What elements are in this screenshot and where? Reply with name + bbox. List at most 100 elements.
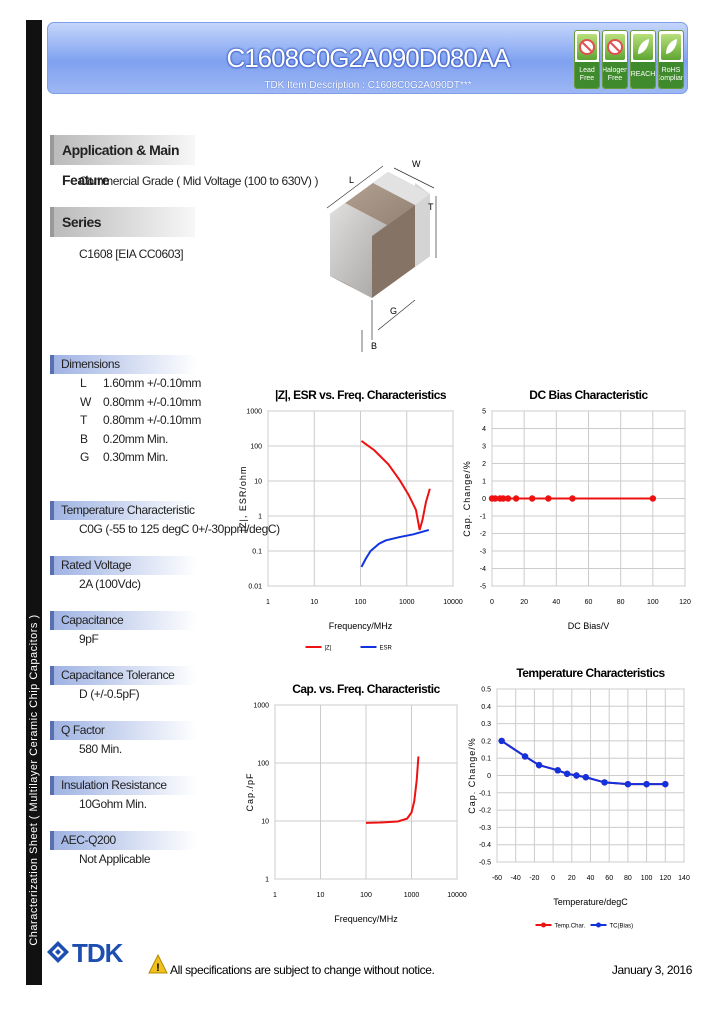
y-tick-label: 1 xyxy=(265,877,269,884)
badge: REACH xyxy=(630,30,656,89)
data-point xyxy=(504,495,512,502)
y-tick-label: -2 xyxy=(480,531,486,538)
spec-value: 0.80mm +/-0.10mm xyxy=(103,394,201,409)
x-axis-label: Frequency/MHz xyxy=(334,914,398,924)
chart-title: Cap. vs. Freq. Characteristic xyxy=(292,682,440,696)
x-tick-label: 40 xyxy=(552,599,560,606)
y-tick-label: 0 xyxy=(487,773,491,780)
x-tick-label: 0 xyxy=(551,875,555,882)
legend-label: TC(Bias) xyxy=(610,924,634,930)
warning-icon: ! xyxy=(148,953,168,974)
badge: Halogen Free xyxy=(602,30,628,89)
y-tick-label: 1000 xyxy=(246,409,262,416)
spec-key: W xyxy=(80,394,91,409)
x-tick-label: 100 xyxy=(355,599,367,606)
x-tick-label: 100 xyxy=(647,599,659,606)
y-axis-label: Cap. Change/% xyxy=(462,460,472,537)
icon xyxy=(666,39,677,54)
data-point xyxy=(569,495,576,502)
x-tick-label: 10 xyxy=(317,892,325,899)
x-tick-label: 20 xyxy=(520,599,528,606)
spec-heading: Q Factor xyxy=(50,721,197,740)
spec-text: Not Applicable xyxy=(79,852,151,866)
data-point xyxy=(662,780,669,788)
y-tick-label: -0.1 xyxy=(479,790,491,797)
y-axis-label: |Z|, ESR/ohm xyxy=(238,466,248,532)
chart-title: DC Bias Characteristic xyxy=(529,388,648,402)
spec-heading: Capacitance xyxy=(50,611,197,630)
x-axis-label: DC Bias/V xyxy=(568,621,610,631)
x-tick-label: 80 xyxy=(624,875,632,882)
data-point xyxy=(545,495,552,502)
x-tick-label: 1000 xyxy=(404,892,420,899)
x-tick-label: 100 xyxy=(360,892,372,899)
badge-icon xyxy=(577,34,597,60)
dim-label: T xyxy=(428,202,434,212)
badge-label: REACH xyxy=(631,62,655,88)
x-tick-label: 1000 xyxy=(399,599,415,606)
legend-label: ESR xyxy=(380,646,393,652)
badge: RoHS Compliant xyxy=(658,30,684,89)
y-tick-label: 10 xyxy=(254,479,262,486)
badge-icon xyxy=(633,34,653,60)
x-tick-label: 10 xyxy=(310,599,318,606)
y-tick-label: -3 xyxy=(480,549,486,556)
spec-heading: AEC-Q200 xyxy=(50,831,197,850)
data-point xyxy=(624,780,632,788)
data-point xyxy=(521,753,529,760)
y-tick-label: 0.1 xyxy=(481,756,491,763)
item-description: TDK Item Description : C1608C0G2A090DT**… xyxy=(264,80,472,91)
data-point xyxy=(563,770,571,777)
legend-swatch xyxy=(541,922,546,928)
spec-text: C0G (-55 to 125 degC 0+/-30ppm/degC) xyxy=(79,522,280,536)
badge-label: Lead Free xyxy=(575,62,599,88)
y-axis-label: Cap. Change/% xyxy=(467,737,477,814)
series-line xyxy=(360,440,431,531)
y-tick-label: 0.01 xyxy=(248,584,262,591)
icon xyxy=(579,39,595,55)
legend-label: |Z| xyxy=(325,646,332,652)
y-tick-label: 0.2 xyxy=(481,738,491,745)
data-point xyxy=(601,779,608,786)
y-tick-label: -5 xyxy=(480,584,486,591)
data-point xyxy=(500,495,507,502)
part-number: C1608C0G2A090D080AA xyxy=(226,43,510,73)
y-tick-label: -0.4 xyxy=(479,842,491,849)
data-point xyxy=(512,495,520,502)
y-tick-label: 2 xyxy=(482,461,486,468)
badge-icon xyxy=(605,34,625,60)
header: C1608C0G2A090D080AA TDK Item Description… xyxy=(47,22,688,94)
y-tick-label: 1000 xyxy=(253,703,269,710)
y-tick-label: -1 xyxy=(480,514,486,521)
y-axis-label: Cap./pF xyxy=(245,772,255,811)
badge-label: RoHS Compliant xyxy=(659,62,683,88)
badge: Lead Free xyxy=(574,30,600,89)
x-tick-label: 60 xyxy=(605,875,613,882)
spec-text: 10Gohm Min. xyxy=(79,797,147,811)
y-tick-label: 5 xyxy=(482,409,486,416)
x-tick-label: -60 xyxy=(492,875,502,882)
spec-heading: Temperature Characteristic xyxy=(50,501,197,520)
data-point xyxy=(498,737,505,745)
spec-heading: Rated Voltage xyxy=(50,556,197,575)
section-text: Commercial Grade ( Mid Voltage (100 to 6… xyxy=(79,174,319,188)
data-point xyxy=(535,761,543,769)
spec-value: 0.30mm Min. xyxy=(103,450,168,464)
section-heading: Series xyxy=(50,207,195,237)
terminal xyxy=(330,203,387,298)
dim-label: G xyxy=(390,306,397,316)
x-tick-label: 100 xyxy=(641,875,653,882)
y-tick-label: 100 xyxy=(257,761,269,768)
y-tick-label: -0.5 xyxy=(479,860,491,867)
spec-value: 0.80mm +/-0.10mm xyxy=(103,413,201,427)
x-tick-label: 60 xyxy=(585,599,593,606)
spec-text: 580 Min. xyxy=(79,742,122,756)
data-point xyxy=(573,772,580,779)
x-tick-label: 0 xyxy=(490,599,494,606)
x-axis-label: Frequency/MHz xyxy=(329,621,393,631)
spec-text: 2A (100Vdc) xyxy=(79,577,141,591)
spec-heading: Insulation Resistance xyxy=(50,776,197,795)
x-tick-label: 80 xyxy=(617,599,625,606)
y-tick-label: 1 xyxy=(258,514,262,521)
